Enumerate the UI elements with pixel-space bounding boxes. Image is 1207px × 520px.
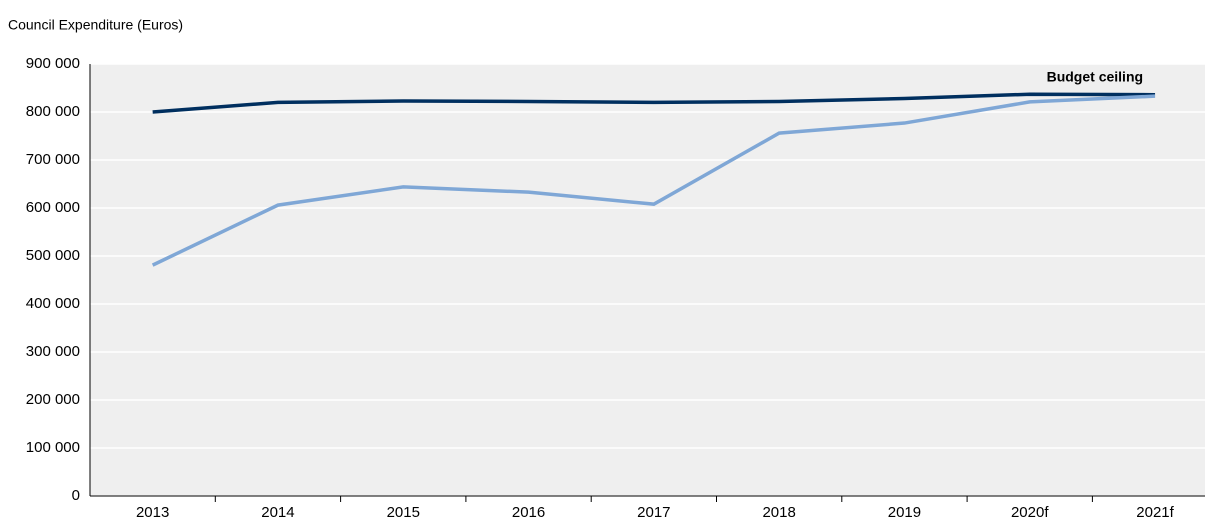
series-line xyxy=(151,94,1156,267)
y-tick-label: 800 000 xyxy=(26,103,80,120)
series-label: Budget ceiling xyxy=(1047,68,1143,84)
x-tick-label: 2014 xyxy=(261,504,294,520)
x-tick-label: 2013 xyxy=(136,504,169,520)
y-tick-label: 700 000 xyxy=(26,151,80,168)
plot-background xyxy=(90,64,1205,496)
series-line xyxy=(152,92,1156,114)
y-tick-label: 900 000 xyxy=(26,55,80,72)
x-tick-label: 2021f xyxy=(1136,504,1174,520)
y-tick-label: 300 000 xyxy=(26,343,80,360)
y-tick-label: 0 xyxy=(72,487,80,504)
y-tick-label: 400 000 xyxy=(26,295,80,312)
x-tick-label: 2015 xyxy=(387,504,420,520)
y-tick-label: 200 000 xyxy=(26,391,80,408)
y-tick-label: 100 000 xyxy=(26,439,80,456)
x-tick-label: 2017 xyxy=(637,504,670,520)
y-tick-label: 600 000 xyxy=(26,199,80,216)
y-tick-label: 500 000 xyxy=(26,247,80,264)
x-tick-label: 2018 xyxy=(762,504,795,520)
x-tick-label: 2020f xyxy=(1011,504,1049,520)
chart-title: Council Expenditure (Euros) xyxy=(8,17,183,33)
x-tick-label: 2019 xyxy=(888,504,921,520)
x-tick-label: 2016 xyxy=(512,504,545,520)
